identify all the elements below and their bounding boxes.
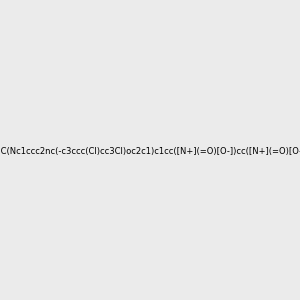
Text: O=C(Nc1ccc2nc(-c3ccc(Cl)cc3Cl)oc2c1)c1cc([N+](=O)[O-])cc([N+](=O)[O-])c1: O=C(Nc1ccc2nc(-c3ccc(Cl)cc3Cl)oc2c1)c1cc… bbox=[0, 147, 300, 156]
